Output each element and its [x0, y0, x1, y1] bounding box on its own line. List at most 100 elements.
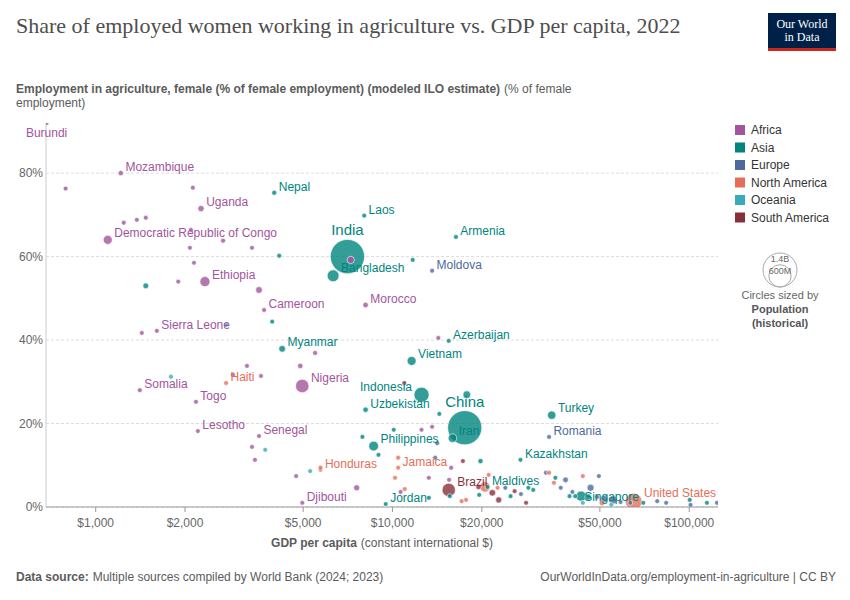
- bubble: [547, 434, 552, 439]
- point-label: United States: [644, 486, 716, 500]
- legend-label: North America: [751, 176, 827, 190]
- bubble: [313, 350, 318, 355]
- legend-label: Oceania: [751, 193, 796, 207]
- size-legend: 1.4B600MCircles sized byPopulation(histo…: [741, 253, 819, 329]
- grid-line: [46, 423, 718, 424]
- bubble: [383, 502, 388, 507]
- point-label: Ethiopia: [212, 268, 256, 282]
- bubble: [641, 500, 646, 505]
- bubble: [118, 170, 123, 175]
- point-label: Nepal: [279, 180, 310, 194]
- point-label: Laos: [369, 203, 395, 217]
- logo: Our World in Data: [768, 13, 836, 51]
- point-label: Senegal: [263, 423, 307, 437]
- source-text: Multiple sources compiled by World Bank …: [93, 570, 384, 584]
- bubble: [430, 424, 435, 429]
- x-tick: [185, 507, 186, 512]
- bubble: [396, 465, 401, 470]
- size-legend-title: Circles sized by: [741, 289, 819, 301]
- points: [46, 123, 718, 507]
- y-tick-label: 40%: [19, 333, 43, 347]
- point-label: Uzbekistan: [370, 397, 429, 411]
- point-label: Nigeria: [311, 371, 349, 385]
- source-label: Data source:: [16, 570, 89, 584]
- point-label: Honduras: [325, 457, 377, 471]
- legend-label: Africa: [751, 123, 782, 137]
- bubble: [46, 123, 49, 125]
- bubble: [573, 494, 578, 499]
- point-label: Democratic Republic of Congo: [114, 226, 277, 240]
- bubble: [426, 495, 431, 500]
- x-tick: [303, 507, 304, 512]
- bubble: [448, 411, 482, 445]
- bubble: [447, 477, 452, 482]
- point-label: Sierra Leone: [161, 318, 230, 332]
- size-legend-label: 600M: [769, 266, 792, 276]
- bubble: [250, 444, 255, 449]
- bubble: [449, 465, 454, 470]
- point-label: Philippines: [381, 432, 439, 446]
- bubble: [580, 474, 585, 479]
- x-tick: [95, 507, 96, 512]
- bubble: [298, 363, 303, 368]
- x-tick-label: $5,000: [285, 516, 322, 530]
- bubble: [224, 381, 229, 386]
- point-label: Jamaica: [403, 455, 448, 469]
- bubble: [459, 499, 464, 504]
- bubble: [454, 235, 459, 240]
- point-label: Jordan: [390, 491, 427, 505]
- x-unit-text: (constant international $): [361, 536, 493, 550]
- bubble: [198, 205, 204, 211]
- point-labels: IndiaChinaUnited StatesIndonesiaNigeriaB…: [26, 126, 716, 505]
- grid-line: [46, 256, 718, 257]
- bubble: [426, 475, 431, 480]
- point-label: Maldives: [492, 474, 539, 488]
- bubble: [567, 494, 572, 499]
- point-label: Somalia: [144, 377, 188, 391]
- bubble: [194, 399, 199, 404]
- bubble: [393, 475, 398, 480]
- x-label-text: GDP per capita: [271, 536, 357, 550]
- x-axis-label: GDP per capita (constant international $): [271, 536, 493, 550]
- y-tick-label: 60%: [19, 250, 43, 264]
- bubble: [407, 356, 416, 365]
- bubble: [524, 500, 529, 505]
- bubble: [688, 503, 693, 507]
- point-label: Djibouti: [307, 490, 347, 504]
- bubble: [410, 258, 415, 263]
- point-label: Mozambique: [125, 160, 194, 174]
- bubble: [437, 412, 442, 417]
- x-tick: [689, 507, 690, 512]
- x-tick-label: $2,000: [167, 516, 204, 530]
- bubble: [154, 328, 159, 333]
- bubble: [705, 500, 710, 505]
- bubble: [190, 185, 195, 190]
- point-label: Uganda: [206, 195, 248, 209]
- bubble: [447, 494, 452, 499]
- bubble: [489, 490, 496, 497]
- bubble: [192, 260, 197, 265]
- point-label: Iran: [459, 424, 480, 438]
- point-label: Lesotho: [202, 418, 245, 432]
- x-tick-label: $1,000: [77, 516, 114, 530]
- size-legend-circle: [769, 265, 791, 287]
- y-tick-label: 20%: [19, 417, 43, 431]
- bubble: [715, 500, 718, 505]
- bubble: [176, 279, 181, 284]
- legend: AfricaAsiaEuropeNorth AmericaOceaniaSout…: [735, 123, 829, 225]
- bubble: [318, 465, 323, 470]
- legend-swatch: [735, 160, 745, 170]
- y-tick-label: 80%: [19, 166, 43, 180]
- bubble: [143, 283, 149, 289]
- bubble: [548, 411, 556, 419]
- bubble: [63, 186, 68, 191]
- bubble: [558, 485, 563, 490]
- y-axis-label: Employment in agriculture, female (% of …: [16, 82, 616, 110]
- point-label: Morocco: [370, 292, 416, 306]
- bubble: [262, 308, 267, 313]
- point-label: Haiti: [230, 370, 254, 384]
- point-label: India: [331, 221, 364, 238]
- bubble: [596, 474, 601, 479]
- url: OurWorldInData.org/employment-in-agricul…: [540, 570, 836, 584]
- bubble: [272, 190, 277, 195]
